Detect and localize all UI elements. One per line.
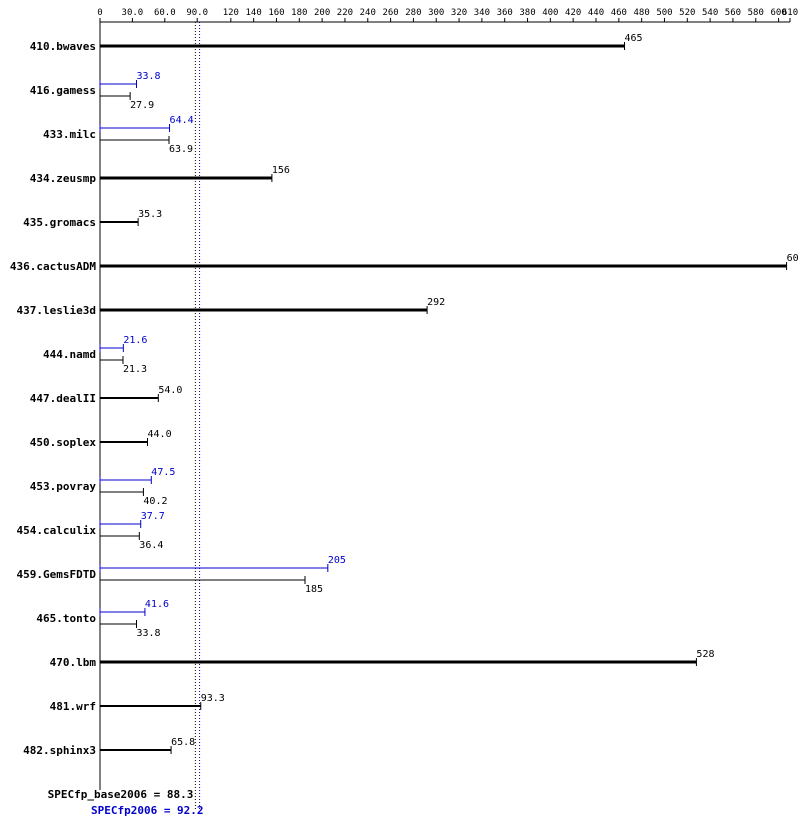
summary-base-label: SPECfp_base2006 = 88.3 xyxy=(48,788,194,801)
axis-tick-label: 90.0 xyxy=(186,8,208,18)
benchmark-label: 437.leslie3d xyxy=(17,304,96,317)
peak-value-label: 33.8 xyxy=(137,71,161,82)
axis-tick-label: 480 xyxy=(634,8,650,18)
spec-chart: 0 30.0 60.0 90.0 120 140 160 180 200 220 240 260 280… xyxy=(0,0,799,831)
peak-value-label: 47.5 xyxy=(151,467,175,478)
benchmark-label: 465.tonto xyxy=(36,612,96,625)
axis-tick-label: 580 xyxy=(748,8,764,18)
axis-tick-label: 300 xyxy=(428,8,444,18)
axis-tick-label: 160 xyxy=(268,8,284,18)
benchmark-label: 436.cactusADM xyxy=(10,260,96,273)
benchmark-label: 444.namd xyxy=(43,348,96,361)
axis-tick-label: 240 xyxy=(360,8,376,18)
axis-tick-label: 380 xyxy=(519,8,535,18)
axis-tick-label: 140 xyxy=(246,8,262,18)
axis-tick-label: 60.0 xyxy=(154,8,176,18)
peak-value-label: 64.4 xyxy=(170,115,194,126)
benchmark-label: 453.povray xyxy=(30,480,97,493)
axis-tick-label: 220 xyxy=(337,8,353,18)
benchmark-label: 459.GemsFDTD xyxy=(17,568,97,581)
base-value-label: 54.0 xyxy=(158,385,182,396)
benchmark-label: 410.bwaves xyxy=(30,40,96,53)
base-value-label: 292 xyxy=(427,297,445,308)
base-value-label: 65.8 xyxy=(171,737,195,748)
axis-tick-label: 540 xyxy=(702,8,718,18)
base-value-label: 156 xyxy=(272,165,290,176)
benchmark-label: 435.gromacs xyxy=(23,216,96,229)
summary-peak-label: SPECfp2006 = 92.2 xyxy=(91,804,204,817)
base-value-label: 44.0 xyxy=(148,429,172,440)
axis-tick-label: 200 xyxy=(314,8,330,18)
peak-value-label: 37.7 xyxy=(141,511,165,522)
base-value-label: 21.3 xyxy=(123,364,147,375)
axis-tick-label: 320 xyxy=(451,8,467,18)
chart-svg: 0 30.0 60.0 90.0 120 140 160 180 200 220 240 260 280… xyxy=(0,0,799,831)
axis-tick-label: 520 xyxy=(679,8,695,18)
axis-tick-label: 460 xyxy=(611,8,627,18)
axis-tick-label: 400 xyxy=(542,8,558,18)
axis-tick-label: 440 xyxy=(588,8,604,18)
benchmark-label: 482.sphinx3 xyxy=(23,744,96,757)
axis-tick-label: 120 xyxy=(223,8,239,18)
benchmark-label: 450.soplex xyxy=(30,436,97,449)
benchmark-label: 433.milc xyxy=(43,128,96,141)
benchmark-label: 434.zeusmp xyxy=(30,172,97,185)
benchmark-label: 481.wrf xyxy=(50,700,96,713)
base-value-label: 185 xyxy=(305,584,323,595)
axis-tick-label: 610 xyxy=(782,8,798,18)
axis-tick-label: 30.0 xyxy=(122,8,144,18)
base-value-label: 607 xyxy=(787,253,799,264)
base-value-label: 35.3 xyxy=(138,209,162,220)
axis-tick-label: 260 xyxy=(382,8,398,18)
benchmark-label: 470.lbm xyxy=(50,656,97,669)
base-value-label: 40.2 xyxy=(143,496,167,507)
axis-tick-label: 280 xyxy=(405,8,421,18)
benchmark-label: 454.calculix xyxy=(17,524,97,537)
axis-tick-label: 560 xyxy=(725,8,741,18)
peak-value-label: 205 xyxy=(328,555,346,566)
peak-value-label: 21.6 xyxy=(123,335,147,346)
axis-tick-label: 340 xyxy=(474,8,490,18)
peak-value-label: 41.6 xyxy=(145,599,169,610)
axis-tick-label: 500 xyxy=(656,8,672,18)
base-value-label: 528 xyxy=(696,649,714,660)
benchmark-label: 447.dealII xyxy=(30,392,96,405)
axis-tick-label: 360 xyxy=(497,8,513,18)
base-value-label: 27.9 xyxy=(130,100,154,111)
benchmark-label: 416.gamess xyxy=(30,84,96,97)
base-value-label: 36.4 xyxy=(139,540,163,551)
base-value-label: 63.9 xyxy=(169,144,193,155)
axis-tick-label: 180 xyxy=(291,8,307,18)
base-value-label: 33.8 xyxy=(137,628,161,639)
axis-tick-label: 0 xyxy=(97,8,102,18)
base-value-label: 93.3 xyxy=(201,693,225,704)
base-value-label: 465 xyxy=(625,33,643,44)
axis-tick-label: 420 xyxy=(565,8,581,18)
